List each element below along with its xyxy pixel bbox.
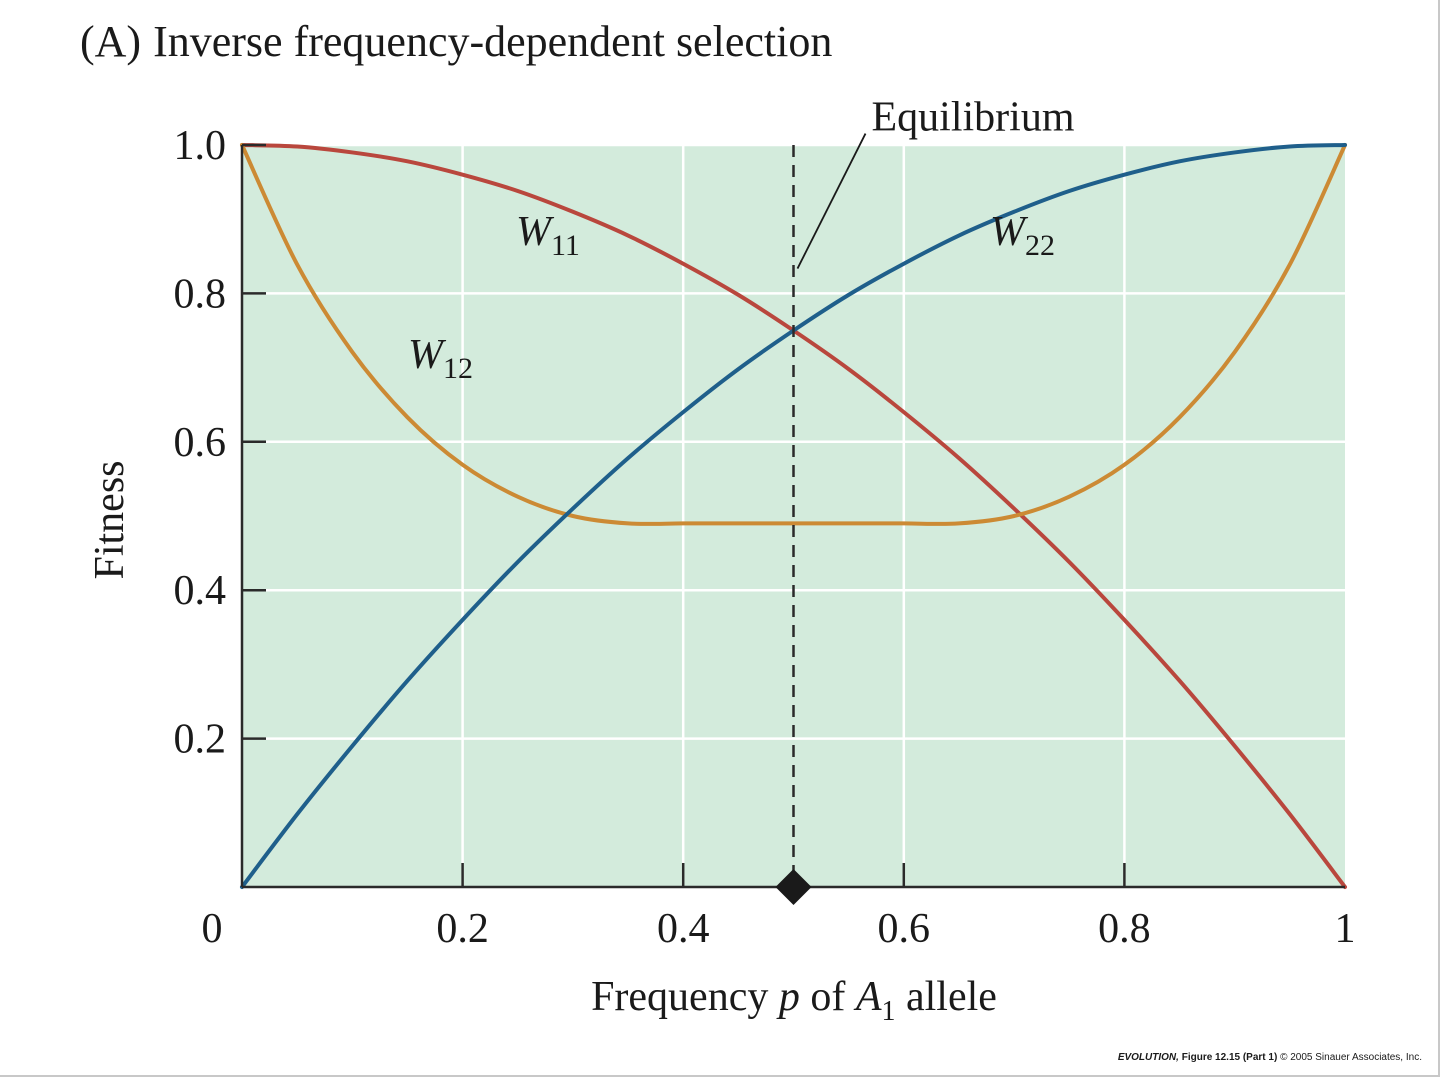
x-tick-label-1: 0.2 [436,906,489,952]
x-ticks: 0 0.2 0.4 0.6 0.8 1 [202,863,1356,952]
equilibrium-label: Equilibrium [872,95,1075,141]
y-axis-label: Fitness [87,460,133,579]
series-line-w22 [240,143,1347,889]
series-line-w12 [240,143,1347,526]
x-tick-label-5: 1 [1335,906,1356,952]
x-tick-label-3: 0.6 [878,906,931,952]
y-ticks: 0.2 0.4 0.6 0.8 1.0 [174,123,266,763]
w11-label: W11 [516,209,580,262]
y-tick-label-0: 0.2 [174,717,227,763]
chart-title: (A) Inverse frequency-dependent selection [80,17,832,66]
equilibrium-diamond-marker [775,869,812,905]
series-group [240,143,1347,889]
series-line-w11 [240,143,1347,889]
y-tick-label-3: 0.8 [174,271,227,317]
x-tick-label-2: 0.4 [657,906,710,952]
figure-credit: EVOLUTION, Figure 12.15 (Part 1) © 2005 … [1118,1052,1422,1063]
w22-label: W22 [990,209,1055,262]
y-tick-label-4: 1.0 [174,123,227,169]
equilibrium-leader-line [796,133,867,269]
x-axis-label: Frequency p of A1 allele [591,974,997,1027]
y-tick-label-2: 0.6 [174,420,227,466]
x-tick-label-4: 0.8 [1098,906,1151,952]
y-tick-label-1: 0.4 [174,568,227,614]
x-tick-label-0: 0 [202,906,223,952]
w12-label: W12 [408,332,473,385]
